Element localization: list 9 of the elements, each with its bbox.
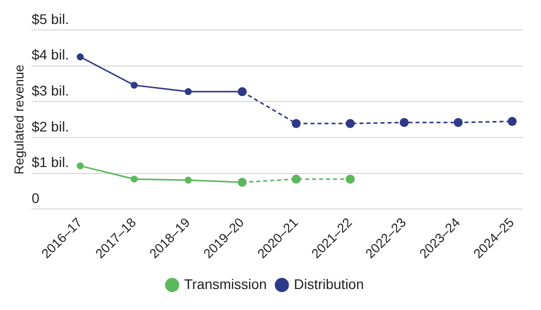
y-tick-label: $3 bil.	[32, 82, 69, 99]
y-tick-label: $4 bil.	[32, 46, 69, 63]
y-tick-label: $5 bil.	[32, 10, 69, 27]
y-tick-label: $2 bil.	[32, 118, 69, 134]
legend-label: Distribution	[294, 276, 364, 292]
legend-label: Transmission	[184, 276, 267, 292]
y-tick-label: $1 bil.	[32, 154, 69, 170]
y-tick-label: 0	[32, 190, 40, 206]
y-axis-title: Regulated revenue	[11, 64, 26, 175]
